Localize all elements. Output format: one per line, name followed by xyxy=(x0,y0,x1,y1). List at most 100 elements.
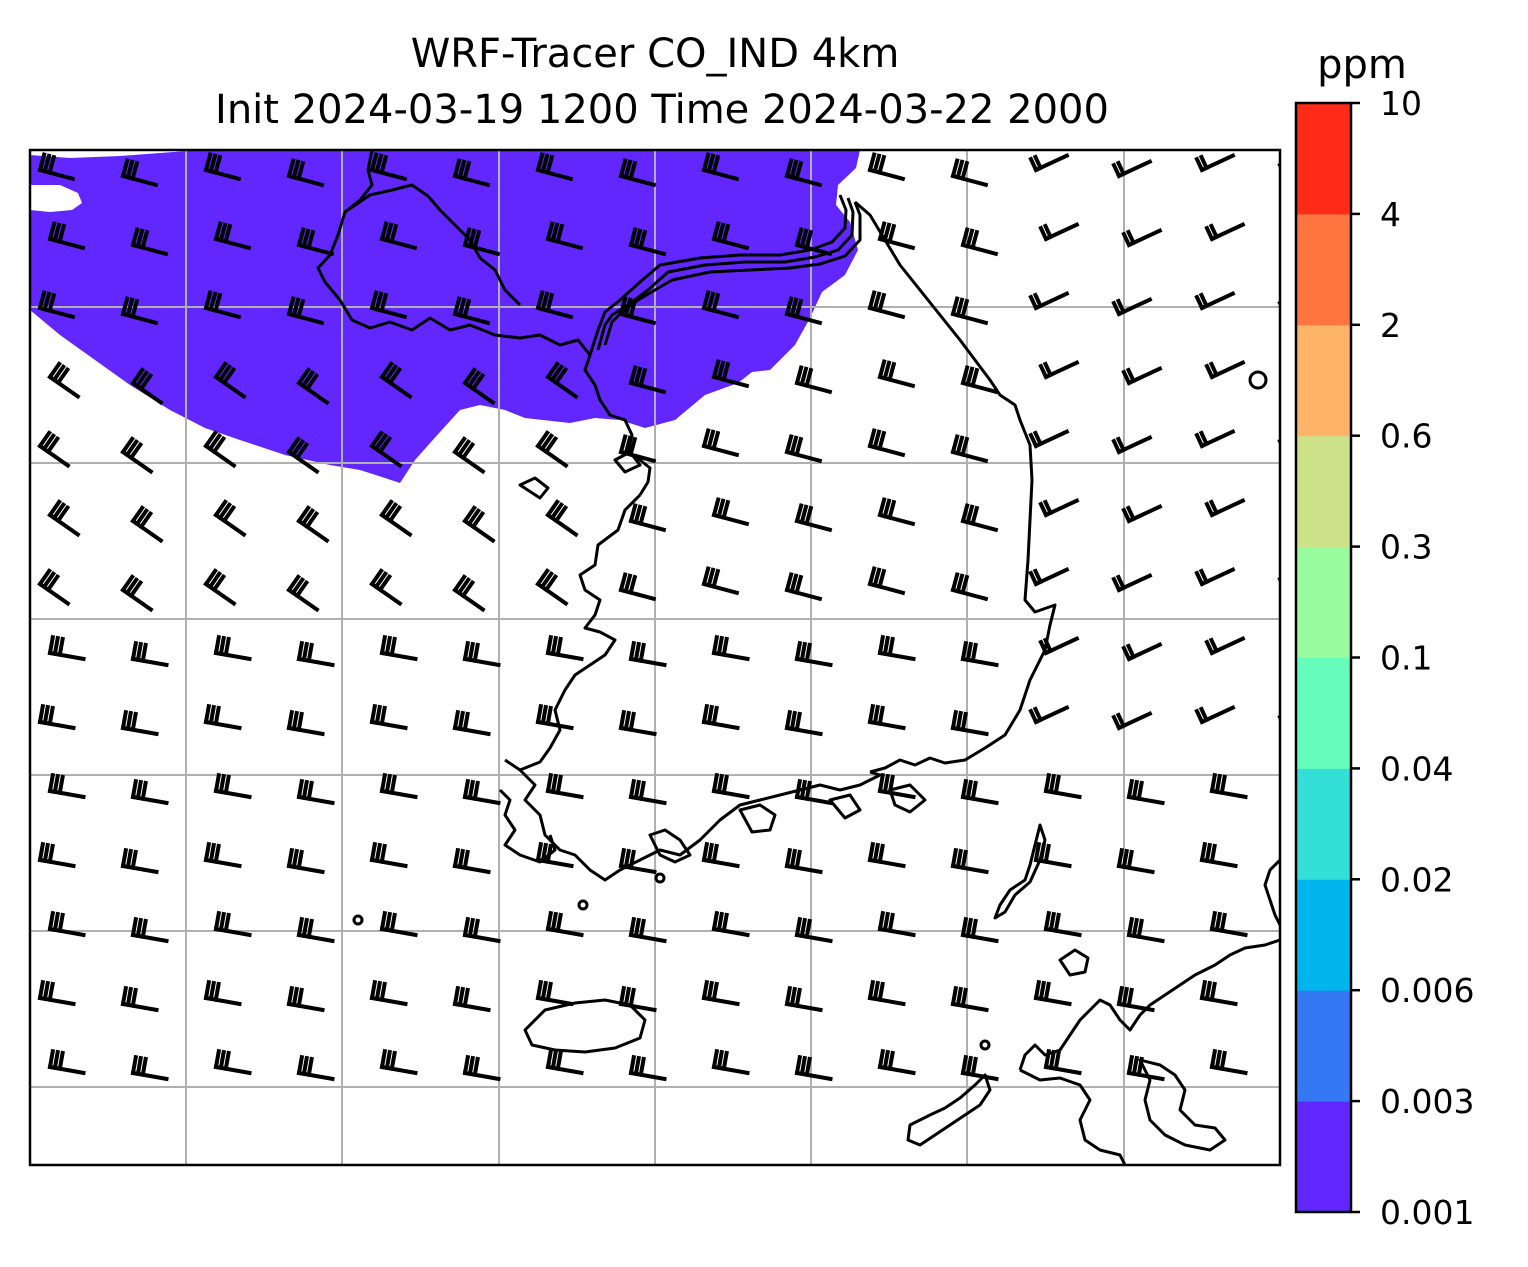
wind-barb-flag xyxy=(383,501,399,521)
wind-barb-flag xyxy=(1214,1049,1223,1071)
small-island xyxy=(352,914,364,926)
wind-barb-flag xyxy=(794,503,804,524)
wind-barb-flag xyxy=(452,158,462,179)
tracer-plume-area xyxy=(30,150,860,483)
wind-barb-flag xyxy=(1111,438,1122,455)
wind-barb-flag xyxy=(633,641,642,663)
wind-barb-flag xyxy=(555,774,563,796)
wind-barb-flag xyxy=(457,159,467,180)
wind-barb-flag xyxy=(550,911,559,933)
wind-barb-flag xyxy=(794,1054,803,1076)
wind-barb-flag xyxy=(960,849,968,871)
wind-barb-flag xyxy=(1194,432,1205,449)
wind-barb-flag xyxy=(306,918,314,940)
wind-barb-flag xyxy=(711,981,719,1003)
wind-barb-flag xyxy=(52,773,61,795)
wind-barb-flag xyxy=(135,641,144,663)
wind-barb-flag xyxy=(872,704,881,726)
goto-islands xyxy=(906,1073,992,1147)
wind-barb-flag xyxy=(472,229,482,251)
wind-barb-flag xyxy=(387,366,403,386)
wind-barb-flag xyxy=(462,1054,471,1076)
wind-barb-flag xyxy=(1284,715,1289,726)
wind-barb-flag xyxy=(218,635,227,657)
wind-barb-flag xyxy=(369,430,384,449)
wind-barb-flag xyxy=(950,985,959,1007)
wind-barb-flag xyxy=(553,504,569,524)
colorbar-tick-label: 4 xyxy=(1380,195,1401,234)
wind-barb-flag xyxy=(701,979,710,1001)
wind-barb-flag xyxy=(369,568,384,587)
wind-barb-flag xyxy=(42,153,52,174)
wind-barb-flag xyxy=(140,1056,148,1078)
wind-barb-flag xyxy=(57,912,65,934)
korea-west-coast xyxy=(504,493,642,772)
wind-barb-flag xyxy=(1204,842,1213,864)
wind-barb-flag xyxy=(51,501,67,521)
wind-barb-flag xyxy=(218,911,227,933)
wind-barb-flag xyxy=(138,510,154,530)
wind-barb-flag xyxy=(47,843,55,865)
wind-barb-flag xyxy=(296,778,305,800)
wind-barb-flag xyxy=(306,780,314,802)
wind-barb-flag xyxy=(794,227,804,248)
wind-barb-flag xyxy=(124,438,140,458)
wind-barb-flag xyxy=(882,1049,891,1071)
wind-barb-flag xyxy=(970,918,978,940)
wind-barb-flag xyxy=(472,780,480,802)
wind-barb-flag xyxy=(213,154,223,176)
wind-barb-flag xyxy=(286,158,296,179)
wind-barb-flag xyxy=(1136,918,1144,940)
wind-barb-flag xyxy=(1204,639,1215,656)
wind-barb-flag xyxy=(120,436,135,455)
wind-barb-flag xyxy=(1043,981,1051,1003)
wind-barb-flag xyxy=(789,159,799,180)
wind-barb-flag xyxy=(535,290,545,311)
wind-barb-flag xyxy=(1214,911,1223,933)
wind-barb-flag xyxy=(706,567,716,588)
wind-barb-flag xyxy=(457,297,467,318)
korea-south-islands-4 xyxy=(828,793,862,820)
wind-barb-flag xyxy=(628,503,638,524)
wind-barb-flag xyxy=(960,298,970,320)
colorbar-tick-label: 0.04 xyxy=(1380,749,1453,788)
wind-barb-flag xyxy=(970,505,980,527)
japan-kyushu-south xyxy=(1019,1068,1127,1165)
wind-barb-flag xyxy=(638,367,648,389)
wind-barb-flag xyxy=(467,1055,476,1077)
colorbar-tick-label: 0.6 xyxy=(1380,417,1432,456)
wind-barb-flag xyxy=(52,635,61,657)
wind-barb-flag xyxy=(120,574,135,593)
wind-barb-flag xyxy=(1204,363,1215,380)
wind-barb-flag xyxy=(804,780,812,802)
wind-barb-flag xyxy=(128,579,144,599)
wind-barb-flag xyxy=(369,152,379,173)
wind-barb-flag xyxy=(1209,981,1217,1003)
wind-barb-flag xyxy=(955,848,964,870)
wind-barb-flag xyxy=(125,848,134,870)
wind-barb-flag xyxy=(389,774,397,796)
wind-barb-flag xyxy=(296,916,305,938)
wind-barb-flag xyxy=(1194,708,1205,725)
wind-barb-flag xyxy=(213,843,221,865)
wind-barb-flag xyxy=(213,705,221,727)
wind-barb-flag xyxy=(125,986,134,1008)
wind-barb-flag xyxy=(535,841,544,863)
wind-barb-flag xyxy=(716,635,725,657)
wind-barb-flag xyxy=(472,642,480,664)
colorbar-unit-label: ppm xyxy=(1317,42,1407,88)
wind-barb-flag xyxy=(52,222,62,243)
wind-barb-flag xyxy=(701,290,711,311)
plume-gap xyxy=(30,185,82,212)
wind-barbs xyxy=(37,152,1289,1082)
wind-barb-flag xyxy=(623,435,633,456)
wind-barb-flag xyxy=(47,154,57,176)
wind-barb-flag xyxy=(623,297,633,318)
wind-barb-flag xyxy=(1032,568,1044,585)
wind-barb-flag xyxy=(794,436,804,458)
wind-barb-flag xyxy=(638,505,648,527)
wind-barb-flag xyxy=(217,501,233,521)
wind-barb-flag xyxy=(296,849,304,871)
wind-barb-flag xyxy=(130,1054,139,1076)
wind-barb-flag xyxy=(545,843,553,865)
